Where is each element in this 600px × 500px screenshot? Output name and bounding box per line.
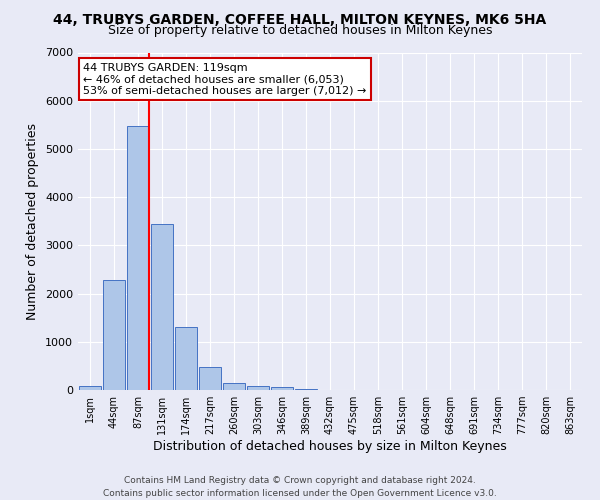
Bar <box>223 382 245 390</box>
Text: 44, TRUBYS GARDEN, COFFEE HALL, MILTON KEYNES, MK6 5HA: 44, TRUBYS GARDEN, COFFEE HALL, MILTON K… <box>53 12 547 26</box>
Bar <box>175 327 197 390</box>
Y-axis label: Number of detached properties: Number of detached properties <box>26 122 40 320</box>
Text: Contains HM Land Registry data © Crown copyright and database right 2024.
Contai: Contains HM Land Registry data © Crown c… <box>103 476 497 498</box>
Bar <box>127 126 149 390</box>
Text: 44 TRUBYS GARDEN: 119sqm
← 46% of detached houses are smaller (6,053)
53% of sem: 44 TRUBYS GARDEN: 119sqm ← 46% of detach… <box>83 62 367 96</box>
Bar <box>247 386 269 390</box>
Bar <box>151 224 173 390</box>
X-axis label: Distribution of detached houses by size in Milton Keynes: Distribution of detached houses by size … <box>153 440 507 453</box>
Bar <box>79 386 101 390</box>
Bar <box>103 280 125 390</box>
Bar <box>199 368 221 390</box>
Text: Size of property relative to detached houses in Milton Keynes: Size of property relative to detached ho… <box>108 24 492 37</box>
Bar <box>295 389 317 390</box>
Bar <box>271 388 293 390</box>
